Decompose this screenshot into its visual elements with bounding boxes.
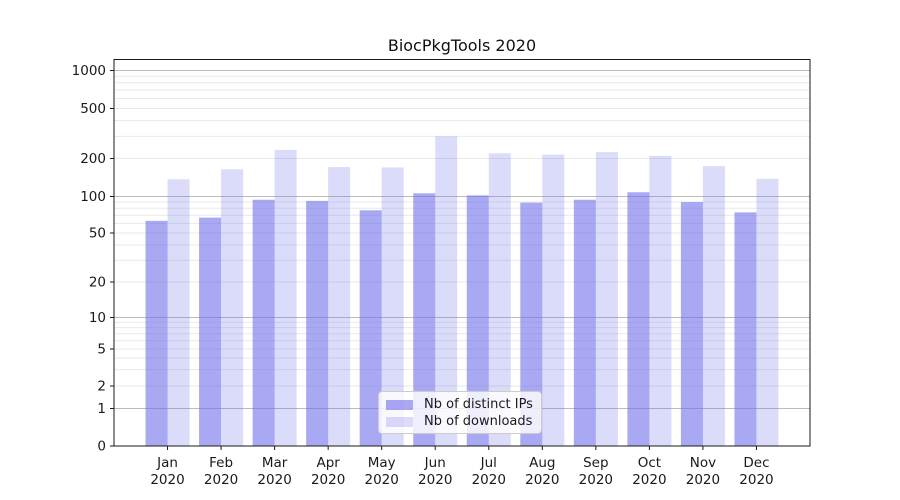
bar-downloads — [649, 155, 672, 446]
x-tick-label-month: Dec — [743, 455, 769, 471]
y-tick-label: 0 — [97, 439, 106, 455]
bar-distinct-ips — [627, 192, 650, 446]
x-tick-label-year: 2020 — [150, 472, 184, 488]
x-tick-label-month: Jan — [156, 455, 178, 471]
y-tick-label: 1000 — [72, 63, 106, 79]
bar-downloads — [328, 167, 351, 446]
y-tick-label: 500 — [80, 101, 106, 117]
bar-distinct-ips — [520, 202, 543, 446]
bar-downloads — [542, 154, 565, 446]
bar-downloads — [274, 149, 297, 446]
legend-swatch-downloads — [386, 416, 413, 427]
x-tick-label-month: Apr — [316, 455, 340, 471]
bar-distinct-ips — [466, 195, 489, 446]
bar-distinct-ips — [413, 193, 436, 446]
legend-swatch-distinct-ips — [386, 399, 413, 410]
bar-distinct-ips — [199, 217, 222, 446]
bar-downloads — [221, 169, 244, 446]
x-tick-label-year: 2020 — [365, 472, 399, 488]
legend-label-distinct-ips: Nb of distinct IPs — [424, 397, 533, 412]
y-tick-label: 5 — [97, 342, 106, 358]
bar-distinct-ips — [734, 212, 757, 446]
bar-distinct-ips — [306, 200, 329, 446]
bar-distinct-ips — [252, 199, 275, 446]
x-tick-label-year: 2020 — [472, 472, 506, 488]
x-tick-label-month: Feb — [209, 455, 233, 471]
y-tick-label: 20 — [89, 275, 106, 291]
x-tick-label-month: May — [368, 455, 396, 471]
chart-title: BiocPkgTools 2020 — [387, 36, 537, 55]
y-tick-label: 200 — [80, 151, 106, 167]
x-tick-label-year: 2020 — [418, 472, 452, 488]
bar-distinct-ips — [145, 220, 168, 446]
y-tick-label: 50 — [89, 226, 106, 242]
x-tick-label-year: 2020 — [204, 472, 238, 488]
x-tick-label-month: Oct — [638, 455, 661, 471]
x-tick-label-year: 2020 — [739, 472, 773, 488]
bar-downloads — [167, 179, 190, 446]
x-tick-label-month: Nov — [690, 455, 716, 471]
x-tick-label-year: 2020 — [686, 472, 720, 488]
legend-label-downloads: Nb of downloads — [424, 414, 533, 429]
legend: Nb of distinct IPs Nb of downloads — [378, 391, 542, 434]
bar-downloads — [435, 136, 458, 447]
bar-distinct-ips — [359, 210, 382, 446]
y-tick-label: 100 — [80, 189, 106, 205]
x-tick-label-month: Jul — [480, 455, 497, 471]
bar-downloads — [595, 152, 618, 447]
y-tick-label: 1 — [97, 401, 106, 417]
x-tick-label-year: 2020 — [579, 472, 613, 488]
x-tick-label-year: 2020 — [257, 472, 291, 488]
bar-distinct-ips — [680, 202, 703, 446]
y-tick-label: 10 — [89, 310, 106, 326]
bar-downloads — [756, 178, 779, 447]
axes-spines — [113, 59, 811, 447]
bar-distinct-ips — [573, 199, 596, 446]
legend-item-distinct-ips: Nb of distinct IPs — [386, 397, 533, 412]
x-tick-label-month: Aug — [529, 455, 555, 471]
legend-item-downloads: Nb of downloads — [386, 414, 533, 429]
bar-downloads — [702, 166, 725, 446]
x-tick-label-year: 2020 — [525, 472, 559, 488]
x-tick-label-year: 2020 — [632, 472, 666, 488]
bar-downloads — [488, 153, 511, 446]
x-tick-label-month: Mar — [262, 455, 288, 471]
bar-downloads — [381, 167, 404, 447]
x-tick-label-month: Sep — [583, 455, 608, 471]
x-tick-label-year: 2020 — [311, 472, 345, 488]
x-tick-label-month: Jun — [424, 455, 446, 471]
y-tick-label: 2 — [97, 379, 106, 395]
